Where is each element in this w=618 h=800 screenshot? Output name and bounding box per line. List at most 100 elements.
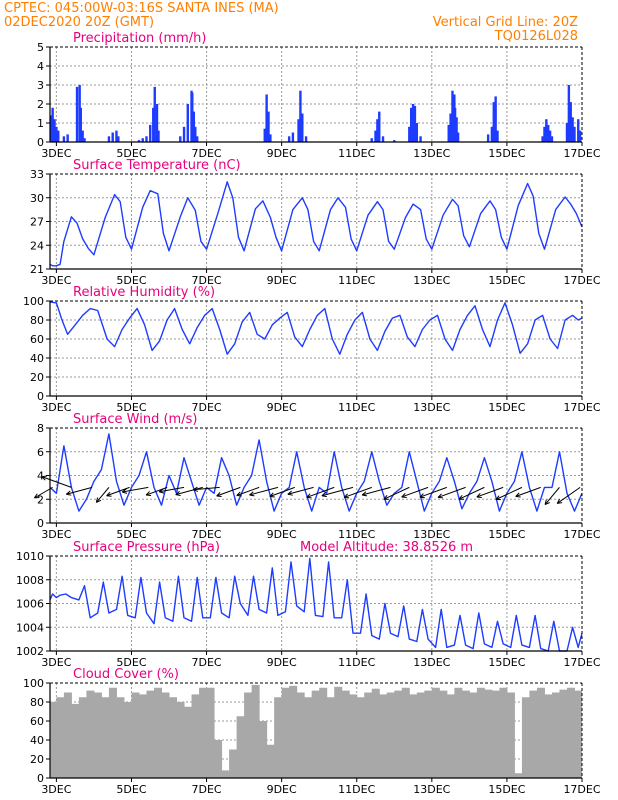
cloud_cover-bar — [454, 687, 463, 778]
wind-arrow-head — [122, 491, 128, 494]
wind-xtick-label: 3DEC — [41, 528, 71, 541]
wind-arrow-head — [362, 494, 368, 497]
precipitation-bar — [486, 134, 490, 142]
temperature-ytick-label: 33 — [30, 168, 44, 181]
wind-arrow-head — [401, 493, 406, 498]
humidity-ytick-label: 60 — [30, 333, 44, 346]
wind-arrow-shaft — [249, 486, 279, 496]
cloud_cover-bar — [469, 692, 478, 778]
precipitation-bar — [548, 130, 552, 142]
wind-arrow-head — [458, 495, 463, 500]
wind-arrow-shaft — [216, 486, 241, 497]
humidity-title: Relative Humidity (%) — [73, 285, 215, 300]
pressure-ytick-label: 1002 — [16, 645, 44, 658]
humidity-xtick-label: 15DEC — [488, 401, 525, 414]
precipitation-bar — [191, 92, 194, 142]
cloud_cover-ytick-label: 80 — [30, 696, 44, 709]
wind-arrow-shaft — [383, 486, 410, 500]
wind-arrow-head — [41, 476, 46, 481]
wind-arrow-head — [106, 495, 112, 497]
wind-arrow-head — [437, 496, 444, 499]
precipitation-bar — [186, 104, 189, 142]
cloud_cover-bar — [259, 721, 268, 778]
precipitation-bar — [149, 124, 152, 142]
cloud_cover-bar — [566, 687, 575, 778]
wind-arrow-head — [216, 495, 222, 497]
precipitation-bar — [543, 126, 546, 142]
precipitation-bar — [492, 102, 495, 142]
cloud_cover-bar — [559, 689, 568, 778]
temperature-title: Surface Temperature (nC) — [73, 158, 241, 173]
cloud_cover-bar — [116, 697, 125, 778]
cloud_cover-xtick-label: 15DEC — [488, 783, 525, 796]
panels: Precipitation (mm/h) 0 1 2 3 4 5 3DEC 5DEC 7DEC 9D… — [16, 31, 601, 796]
wind-arrow-head — [476, 493, 481, 498]
temperature-xtick-label: 11DEC — [338, 274, 375, 287]
precipitation-bar — [83, 138, 86, 142]
humidity-xtick-label: 11DEC — [338, 401, 375, 414]
precipitation-bar — [55, 126, 58, 142]
wind-arrow-shaft — [361, 486, 391, 496]
precipitation-bar — [195, 136, 199, 142]
wind-arrow-head — [495, 495, 500, 500]
cloud_cover-bar — [394, 690, 403, 778]
precipitation-bar — [194, 126, 197, 142]
wind-arrow-head — [249, 491, 254, 496]
precipitation-xtick-label: 5DEC — [116, 147, 146, 160]
humidity-xtick-label: 9DEC — [267, 401, 297, 414]
precipitation-bar — [573, 126, 576, 142]
wind-arrow-head — [306, 493, 311, 498]
cloud_cover-bar — [221, 770, 230, 778]
cloud_cover-xtick-label: 5DEC — [116, 783, 146, 796]
precipitation-bar — [269, 134, 272, 142]
cloud_cover-bar — [536, 687, 545, 778]
wind-xtick-label: 5DEC — [116, 528, 146, 541]
wind-arrow — [216, 486, 241, 497]
cloud_cover-panel: Cloud Cover (%) 0 20 40 60 80 100 3DEC 5DEC 7DEC 9… — [23, 667, 601, 796]
precipitation-bar — [291, 132, 295, 142]
wind-arrow — [95, 487, 110, 503]
precipitation-xtick-label: 15DEC — [488, 147, 525, 160]
wind-arrow — [66, 486, 93, 496]
humidity-series-line — [49, 301, 583, 355]
header-run-date: 02DEC2020 20Z (GMT) — [4, 15, 154, 30]
cloud_cover-bar — [476, 687, 485, 778]
pressure-xtick-label: 15DEC — [488, 656, 525, 669]
precipitation-bar — [107, 136, 111, 142]
precipitation-bar — [567, 85, 571, 142]
wind-ytick-label: 4 — [37, 470, 44, 483]
wind-arrow-shaft — [175, 486, 203, 496]
temperature-ytick-label: 27 — [30, 216, 44, 229]
cloud_cover-bar — [214, 740, 223, 778]
cloud_cover-bar — [289, 685, 298, 778]
cloud_cover-bar — [379, 694, 388, 778]
pressure-model-altitude: Model Altitude: 38.8526 m — [300, 540, 473, 555]
cloud_cover-bar — [199, 687, 208, 778]
humidity-ytick-label: 20 — [30, 371, 44, 384]
cloud_cover-bar — [176, 702, 185, 778]
wind-arrow-shaft — [287, 486, 314, 495]
wind-xtick-label: 13DEC — [413, 528, 450, 541]
pressure-series-line — [49, 557, 583, 652]
wind-arrow — [383, 486, 410, 500]
precipitation-bar — [449, 113, 452, 142]
precipitation-bar — [419, 136, 422, 142]
precipitation-bar — [152, 107, 155, 142]
precipitation-ytick-label: 5 — [37, 41, 44, 54]
precipitation-bar — [374, 130, 377, 142]
wind-arrow-head — [95, 497, 99, 503]
cloud_cover-bar — [296, 692, 305, 778]
precipitation-bar — [569, 102, 572, 142]
pressure-ytick-label: 1004 — [16, 621, 44, 634]
precipitation-ytick-label: 2 — [37, 98, 44, 111]
cloud_cover-bar — [169, 697, 178, 778]
temperature-xtick-label: 5DEC — [116, 274, 146, 287]
wind-title: Surface Wind (m/s) — [73, 412, 197, 427]
pressure-panel: Surface Pressure (hPa) Model Altitude: 38… — [16, 540, 601, 669]
precipitation-bar — [115, 130, 118, 142]
cloud_cover-bar — [206, 687, 215, 778]
cloud_cover-bar — [50, 702, 59, 778]
precipitation-bar — [490, 126, 494, 142]
precipitation-bar — [545, 119, 548, 142]
wind-arrow-shaft — [306, 486, 335, 498]
